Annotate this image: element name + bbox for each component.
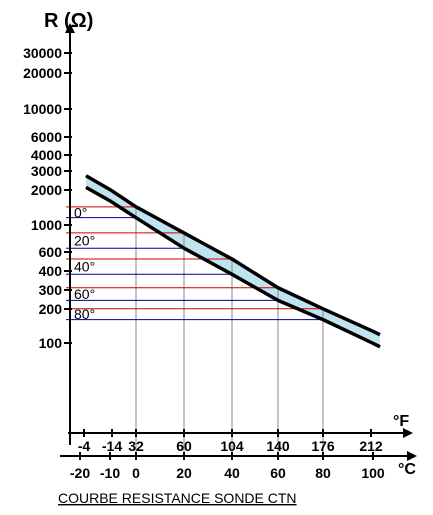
y-tick-label: 200: [39, 301, 63, 317]
x-axis-celsius-unit: °C: [398, 461, 416, 478]
reference-temperature-label: 20°: [74, 233, 95, 249]
reference-temperature-label: 80°: [74, 306, 95, 322]
y-tick-label: 30000: [23, 45, 62, 61]
x-tick-label-fahrenheit: 176: [311, 438, 335, 454]
upper-curve: [85, 174, 381, 337]
y-tick-label: 4000: [31, 147, 62, 163]
x-tick-label-celsius: 20: [176, 465, 192, 481]
y-tick-label: 300: [39, 282, 63, 298]
reference-temperature-label: 0°: [74, 204, 87, 220]
x-tick-label-celsius: -20: [70, 465, 90, 481]
x-tick-label-fahrenheit: 140: [266, 438, 290, 454]
x-tick-label-celsius: -10: [100, 465, 120, 481]
x-tick-label-fahrenheit: 212: [359, 438, 383, 454]
chart-title: COURBE RESISTANCE SONDE CTN: [58, 490, 297, 506]
y-tick-label: 6000: [31, 129, 62, 145]
reference-temperature-label: 40°: [74, 259, 95, 275]
x-tick-label-fahrenheit: -14: [102, 438, 122, 454]
y-tick-label: 20000: [23, 65, 62, 81]
y-tick-label: 400: [39, 263, 63, 279]
y-tick-label: 2000: [31, 182, 62, 198]
x-tick-label-celsius: 60: [270, 465, 286, 481]
y-tick-label: 600: [39, 244, 63, 260]
x-tick-label-fahrenheit: -4: [78, 438, 91, 454]
x-tick-label-celsius: 0: [132, 465, 140, 481]
y-tick-label: 1000: [31, 217, 62, 233]
x-tick-label-fahrenheit: 104: [220, 438, 244, 454]
lower-curve: [85, 185, 381, 349]
x-tick-label-celsius: 40: [224, 465, 240, 481]
x-tick-label-celsius: 100: [361, 465, 385, 481]
y-axis-title: R (Ω): [44, 10, 93, 32]
x-tick-label-fahrenheit: 60: [176, 438, 192, 454]
x-tick-label-fahrenheit: 32: [128, 438, 144, 454]
y-tick-label: 3000: [31, 163, 62, 179]
y-tick-label: 10000: [23, 101, 62, 117]
y-tick-label: 100: [39, 335, 63, 351]
x-axis-fahrenheit-unit: °F: [393, 413, 409, 430]
x-tick-label-celsius: 80: [315, 465, 331, 481]
reference-temperature-label: 60°: [74, 286, 95, 302]
